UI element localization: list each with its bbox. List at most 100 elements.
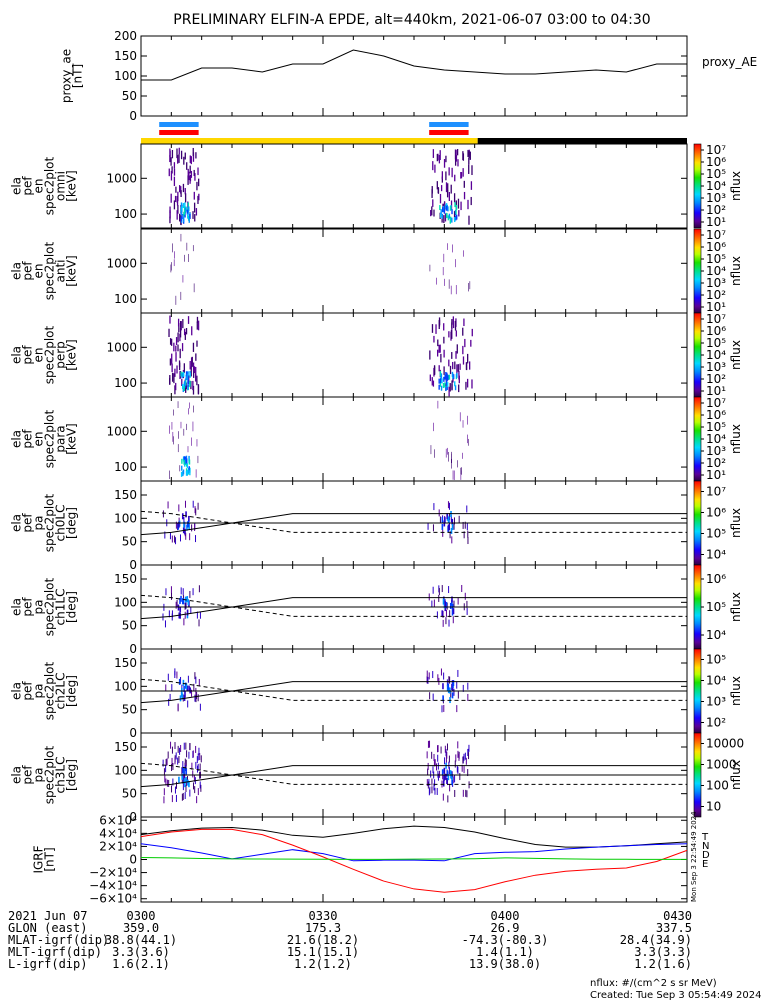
pa-pixel bbox=[445, 617, 447, 625]
spec-pixel-core bbox=[187, 381, 189, 387]
spec-pixel-core bbox=[454, 385, 457, 391]
pa-pixel bbox=[180, 587, 182, 595]
pa-y-label: 50 bbox=[122, 787, 137, 801]
pa-pixel bbox=[438, 588, 440, 596]
spec-pixel bbox=[178, 431, 179, 439]
pa-pixel bbox=[433, 783, 435, 791]
pa-y-label: 100 bbox=[114, 511, 137, 525]
spec-pixel bbox=[463, 318, 465, 327]
pa-pixel bbox=[176, 671, 178, 679]
pa-pixel bbox=[442, 610, 444, 618]
spec-pixel bbox=[467, 199, 469, 210]
spec-pixel bbox=[193, 191, 195, 200]
spec-pixel bbox=[191, 356, 193, 367]
xaxis-row-value: 175.3 bbox=[305, 921, 341, 935]
spec-pixel-core bbox=[187, 384, 189, 390]
pa-pixel bbox=[437, 754, 439, 762]
spec-pixel-core bbox=[439, 371, 442, 377]
pa-pixel bbox=[167, 751, 169, 759]
colorbar-tick-label: 10⁵ bbox=[706, 167, 726, 181]
spec-pixel-core bbox=[455, 215, 457, 221]
spec-pixel bbox=[190, 381, 192, 390]
spec-pixel-core bbox=[445, 203, 448, 209]
pa-pixel bbox=[454, 775, 456, 783]
pa-pixel bbox=[467, 682, 469, 690]
xaxis-row-value: 1.2(1.6) bbox=[634, 957, 692, 971]
pa-pixel bbox=[440, 668, 442, 676]
spec-pixel bbox=[463, 180, 465, 188]
spec-pixel bbox=[171, 262, 172, 271]
colorbar-tick-label: 10 bbox=[706, 800, 721, 814]
spec-pixel bbox=[461, 467, 462, 475]
pa-pixel bbox=[458, 753, 460, 761]
pa-pixel bbox=[426, 779, 428, 787]
spec-pixel bbox=[169, 216, 171, 224]
spec-ylabel-line: [keV] bbox=[65, 170, 79, 201]
pa-pixel bbox=[448, 619, 450, 627]
colorbar bbox=[693, 228, 702, 314]
pa-pixel bbox=[466, 790, 468, 798]
spec-pixel-core bbox=[187, 209, 189, 215]
colorbar-tick-label: 1000 bbox=[706, 758, 737, 772]
colorbar-label: nflux bbox=[729, 171, 743, 201]
spec-pixel-core bbox=[188, 206, 190, 212]
colorbar-tick-label: 10⁵ bbox=[706, 653, 726, 667]
spec-pixel bbox=[170, 264, 172, 273]
spec-pixel-core bbox=[438, 384, 440, 390]
spec-pixel-core bbox=[188, 459, 191, 465]
spec-pixel bbox=[468, 157, 470, 165]
spec-pixel bbox=[434, 449, 435, 458]
pa-pixel bbox=[184, 774, 186, 782]
spec-pixel bbox=[455, 351, 457, 359]
spec-pixel bbox=[193, 169, 195, 176]
colorbar-tick-label: 10⁴ bbox=[706, 432, 726, 446]
pa-pixel bbox=[192, 750, 194, 758]
spec-pixel bbox=[460, 172, 462, 179]
spec-pixel bbox=[449, 365, 452, 375]
pa-pixel bbox=[452, 776, 454, 784]
spec-pixel bbox=[188, 253, 189, 262]
pa-pixel bbox=[444, 773, 446, 781]
spec-y-label: 1000 bbox=[106, 424, 137, 438]
pa-pixel bbox=[438, 594, 440, 602]
pa-pixel bbox=[199, 753, 201, 761]
pa-pixel bbox=[199, 763, 201, 771]
spec-pixel bbox=[186, 423, 188, 431]
igrf-ylabel-line: IGRF bbox=[32, 845, 46, 873]
colorbar-tick-label: 10³ bbox=[706, 276, 726, 290]
spec-pixel bbox=[439, 193, 442, 204]
pa-pixel bbox=[174, 757, 176, 765]
spec-pixel bbox=[469, 361, 471, 370]
pa-pixel bbox=[453, 517, 455, 525]
pa-pixel bbox=[443, 672, 445, 680]
xaxis-row-value: 1.6(2.1) bbox=[112, 957, 170, 971]
colorbar-label: nflux bbox=[729, 592, 743, 622]
pa-pixel-core bbox=[447, 683, 450, 690]
pa-pixel bbox=[432, 671, 434, 679]
pa-pixel bbox=[189, 533, 191, 541]
colorbar-label: nflux bbox=[729, 508, 743, 538]
colorbar-tick-label: 10⁴ bbox=[706, 179, 726, 193]
pa-pixel bbox=[174, 535, 176, 543]
pa-pixel-core bbox=[442, 695, 444, 702]
spec-pixel-core bbox=[440, 385, 443, 391]
spec-pixel-core bbox=[180, 202, 183, 208]
spec-pixel-core bbox=[449, 218, 452, 224]
spec-pixel-core bbox=[447, 206, 449, 212]
pa-pixel bbox=[428, 788, 430, 796]
pa-pixel bbox=[467, 537, 469, 545]
spec-pixel bbox=[177, 444, 179, 453]
pa-pixel bbox=[457, 741, 459, 749]
spec-pixel bbox=[452, 321, 455, 329]
pa-pixel bbox=[466, 607, 468, 615]
proxy-ae-panel: 0 50 100 150 200 proxy_ae[nT] proxy_AE bbox=[60, 29, 758, 123]
pa-pixel bbox=[433, 503, 435, 511]
spec-ylabel-line: ela bbox=[10, 262, 24, 280]
pa-pixel bbox=[198, 678, 200, 686]
spec-pixel bbox=[195, 152, 197, 159]
spec-pixel bbox=[171, 166, 173, 174]
pa-pixel bbox=[448, 755, 450, 763]
colorbar-label: nflux bbox=[729, 760, 743, 790]
